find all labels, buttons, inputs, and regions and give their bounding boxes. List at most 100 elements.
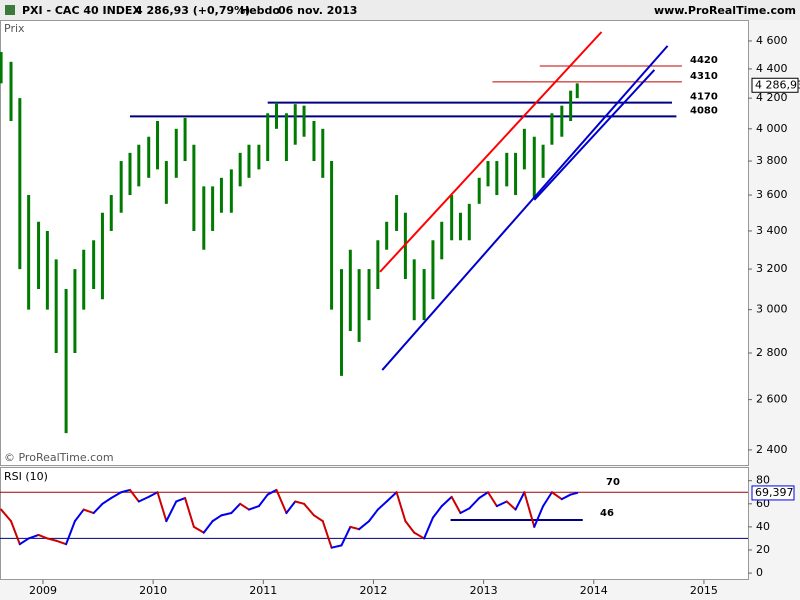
header-bar <box>0 0 800 20</box>
rsi-segment <box>202 520 214 534</box>
y-tick-label: 2 400 <box>756 443 788 456</box>
y-tick-label: 3 400 <box>756 224 788 237</box>
x-tick-label: 2015 <box>690 584 718 597</box>
y-tick-label: 80 <box>756 474 770 487</box>
rsi-title: RSI (10) <box>4 470 48 483</box>
rsi-segment <box>459 507 471 515</box>
rsi-segment <box>266 488 278 496</box>
rsi-panel <box>0 467 749 580</box>
last-box <box>751 485 795 501</box>
rsi-segment <box>495 500 508 508</box>
icon <box>5 5 15 15</box>
rsi-segment <box>413 531 426 540</box>
rsi-segment <box>505 500 517 511</box>
quote: 4 286,93 (+0,79%) <box>135 4 250 17</box>
level-label: 4310 <box>690 71 718 82</box>
rsi-segment <box>321 520 333 549</box>
trend-line <box>379 31 603 273</box>
rsi-segment <box>487 491 498 508</box>
y-tick-label: 2 800 <box>756 346 788 359</box>
rsi-segment <box>533 505 545 528</box>
y-tick-label: 4 000 <box>756 122 788 135</box>
rsi-segment <box>431 505 443 519</box>
x-tick-label: 2009 <box>29 584 57 597</box>
rsi-segment <box>247 505 260 511</box>
rsi-segment <box>10 520 21 546</box>
site: www.ProRealTime.com <box>654 4 796 17</box>
rsi-segment <box>257 493 269 508</box>
rsi-segment <box>550 491 563 501</box>
trend-line <box>381 45 669 371</box>
rsi-segment <box>37 533 49 540</box>
y-tick-label: 0 <box>756 566 763 579</box>
trend-line <box>533 69 656 201</box>
x-tick-label: 2011 <box>249 584 277 597</box>
y-tick-label: 40 <box>756 520 770 533</box>
x-tick-label: 2013 <box>470 584 498 597</box>
rsi-segment <box>175 497 187 503</box>
rsi-segment <box>358 520 371 531</box>
symbol: PXI - CAC 40 INDEX <box>22 4 141 17</box>
watermark: © ProRealTime.com <box>4 451 114 464</box>
rsi-segment <box>128 488 140 503</box>
y-tick-label: 3 000 <box>756 303 788 316</box>
y-tick-label: 3 200 <box>756 262 788 275</box>
y-tick-label: 2 600 <box>756 393 788 406</box>
rsi-segment <box>275 488 288 515</box>
rsi-segment <box>27 533 40 540</box>
rsi-segment <box>450 495 462 515</box>
x-tick-label: 2012 <box>359 584 387 597</box>
rsi-segment <box>395 491 407 523</box>
rsi-segment <box>110 491 123 500</box>
rsi-segment <box>468 497 481 510</box>
y-tick-label: 4 400 <box>756 62 788 75</box>
rsi-segment <box>330 544 343 549</box>
rsi-segment <box>385 491 398 503</box>
rsi-segment <box>92 502 104 515</box>
x-tick-label: 2014 <box>580 584 608 597</box>
rsi-segment <box>211 514 223 523</box>
rsi-segment <box>18 537 30 546</box>
last-label: 4 286,93 <box>755 78 800 91</box>
rsi-segment <box>156 491 168 523</box>
level-label: 70 <box>606 477 620 488</box>
rsi-segment <box>294 500 306 505</box>
y-tick-label: 3 600 <box>756 188 788 201</box>
price-panel <box>0 20 749 466</box>
rsi-segment <box>340 525 352 547</box>
rsi-segment <box>120 488 131 494</box>
rsi-segment <box>137 495 150 503</box>
rsi-segment <box>423 516 434 540</box>
rsi-segment <box>285 500 297 515</box>
rsi-segment <box>55 539 68 546</box>
rsi-segment <box>0 508 13 523</box>
y-tick-label: 4 200 <box>756 91 788 104</box>
rsi-segment <box>569 491 579 496</box>
rsi-segment <box>514 491 526 511</box>
rsi-segment <box>73 508 85 523</box>
rsi-segment <box>368 508 379 523</box>
rsi-segment <box>404 520 416 534</box>
rsi-segment <box>560 493 572 501</box>
y-tick-label: 3 800 <box>756 154 788 167</box>
last-label: 69,397 <box>755 486 794 499</box>
date: 06 nov. 2013 <box>278 4 357 17</box>
level-label: 4080 <box>690 105 718 116</box>
rsi-segment <box>440 495 453 508</box>
y-tick-label: 4 600 <box>756 34 788 47</box>
rsi-segment <box>220 512 233 517</box>
last-box <box>751 77 799 93</box>
rsi-segment <box>165 500 178 523</box>
rsi-segment <box>82 508 95 515</box>
rsi-segment <box>303 502 315 517</box>
rsi-segment <box>376 500 388 511</box>
period: Hebdo <box>240 4 280 17</box>
level-label: 4420 <box>690 55 718 66</box>
support-label: 46 <box>600 508 614 519</box>
rsi-segment <box>184 497 195 528</box>
panel-label: Prix <box>4 22 25 35</box>
rsi-segment <box>478 491 490 500</box>
rsi-segment <box>542 491 553 508</box>
